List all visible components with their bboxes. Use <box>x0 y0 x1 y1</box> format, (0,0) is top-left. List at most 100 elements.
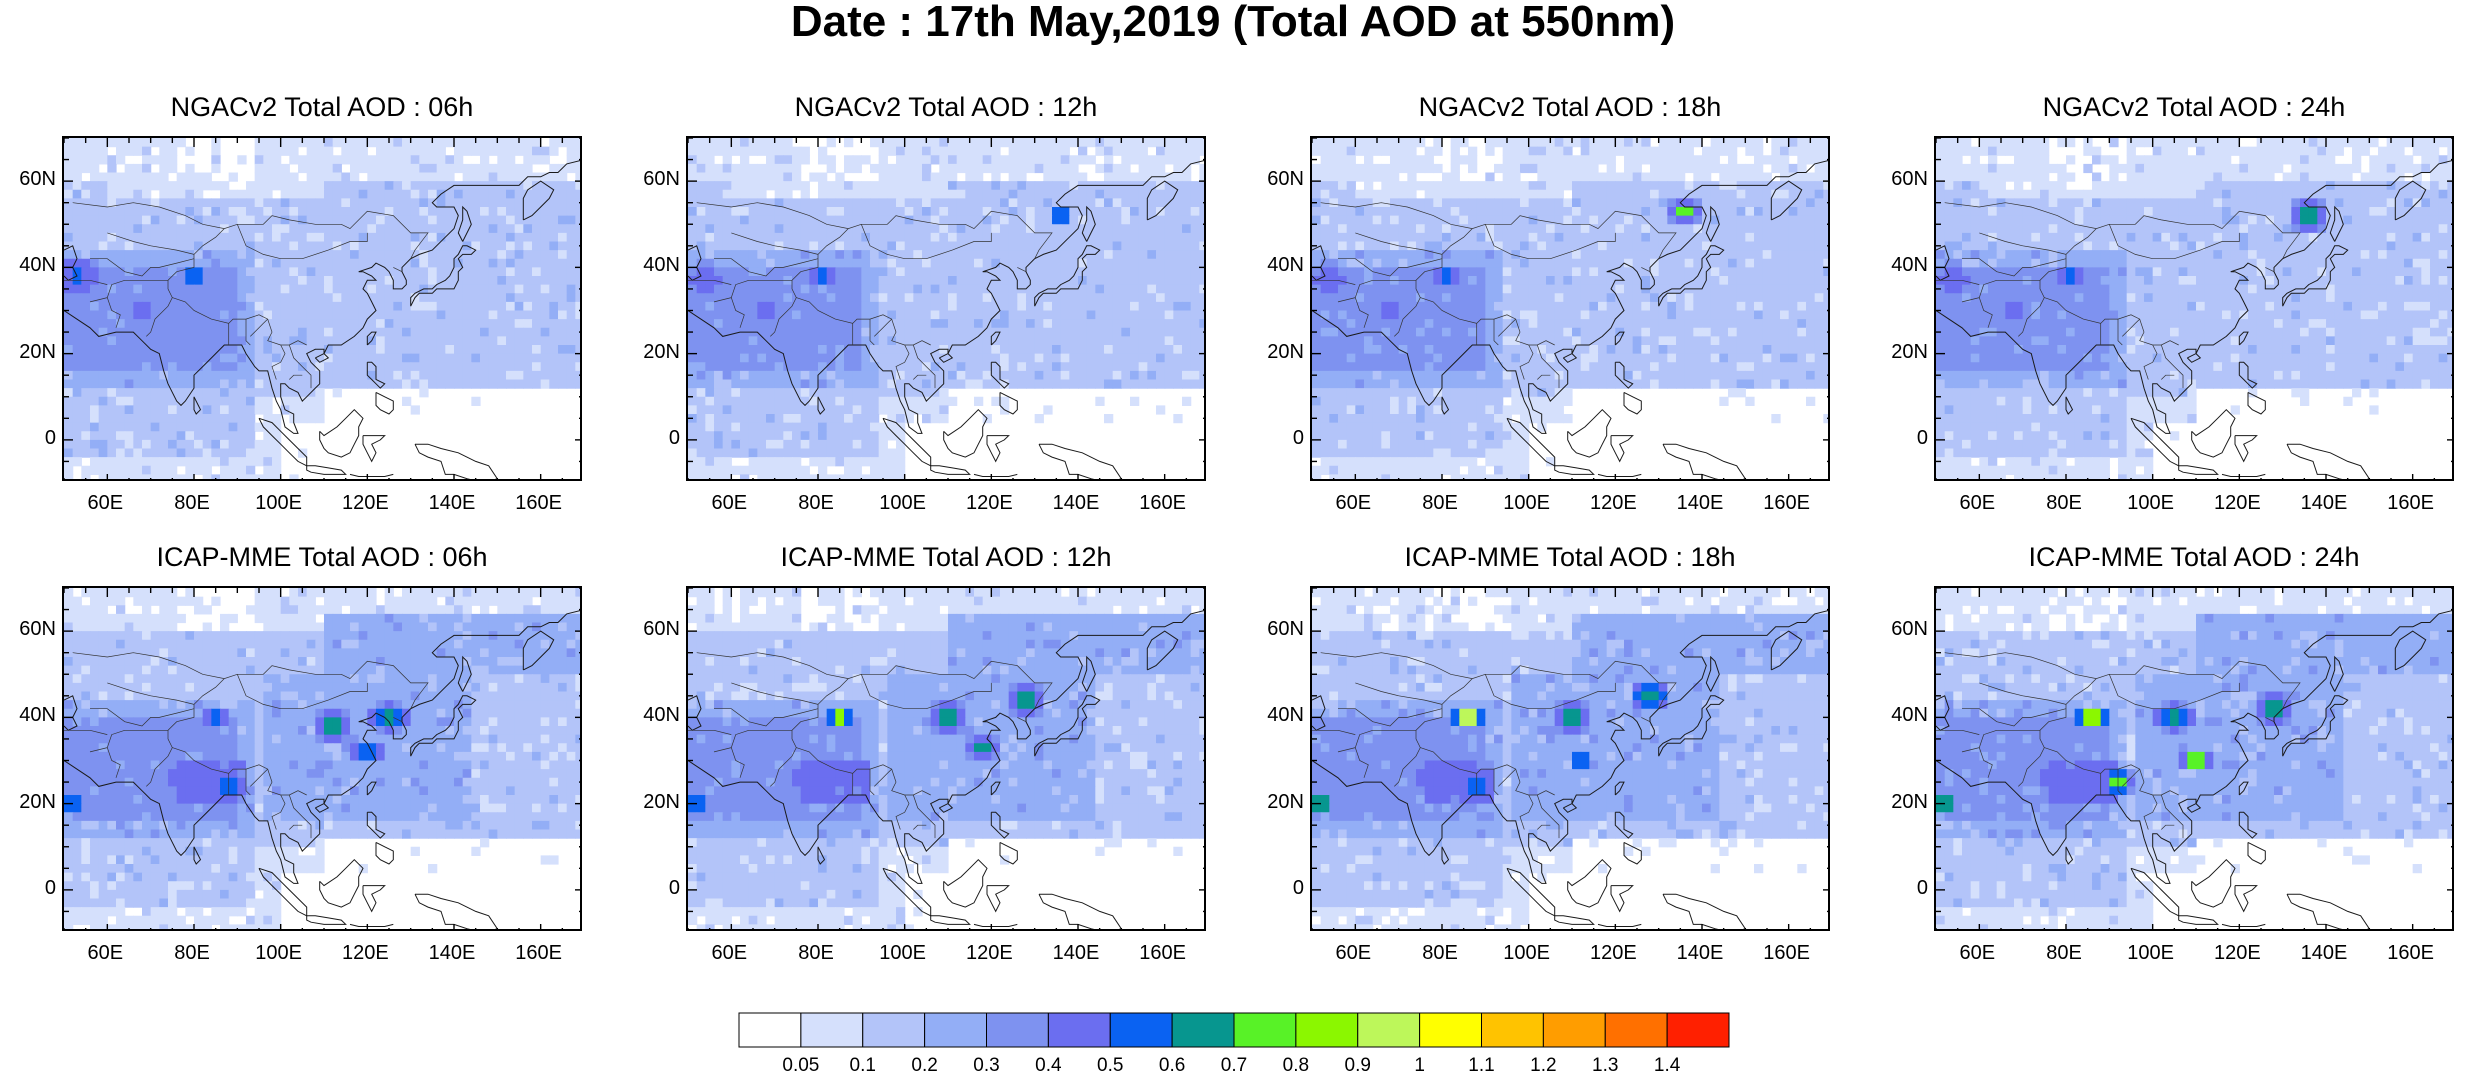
lat-tick-label: 60N <box>1868 169 1928 189</box>
aod-field <box>1936 138 2454 481</box>
panel-title: ICAP-MME Total AOD : 06h <box>62 542 582 572</box>
colorbar-label: 1.3 <box>1575 1056 1635 1076</box>
lon-tick-label: 140E <box>1660 943 1740 963</box>
colorbar-swatch <box>1234 1013 1296 1047</box>
colorbar-label: 0.5 <box>1080 1056 1140 1076</box>
lon-tick-label: 60E <box>65 943 145 963</box>
lat-tick-label: 20N <box>1244 792 1304 812</box>
lat-tick-label: 0 <box>1244 428 1304 448</box>
lat-tick-label: 0 <box>620 428 680 448</box>
colorbar-swatch <box>1543 1013 1605 1047</box>
lon-tick-label: 80E <box>152 493 232 513</box>
aod-field <box>64 588 582 931</box>
aod-field <box>1312 138 1830 481</box>
map-panel-icap-24h <box>1934 586 2454 931</box>
lon-tick-label: 100E <box>1487 943 1567 963</box>
lat-tick-label: 0 <box>0 878 56 898</box>
lon-tick-label: 160E <box>2371 943 2451 963</box>
colorbar-swatch <box>863 1013 925 1047</box>
map-panel-icap-12h <box>686 586 1206 931</box>
colorbar-label: 1.1 <box>1452 1056 1512 1076</box>
lat-tick-label: 20N <box>0 342 56 362</box>
colorbar-label: 0.8 <box>1266 1056 1326 1076</box>
lon-tick-label: 160E <box>1747 493 1827 513</box>
lon-tick-label: 60E <box>1937 943 2017 963</box>
lon-tick-label: 100E <box>863 493 943 513</box>
map-panel-ngac-12h <box>686 136 1206 481</box>
colorbar-swatch <box>1358 1013 1420 1047</box>
lat-tick-label: 40N <box>0 255 56 275</box>
lon-tick-label: 80E <box>2024 493 2104 513</box>
lon-tick-label: 140E <box>412 943 492 963</box>
colorbar-swatch <box>739 1013 801 1047</box>
lon-tick-label: 60E <box>1937 493 2017 513</box>
lat-tick-label: 40N <box>0 705 56 725</box>
lat-tick-label: 0 <box>1244 878 1304 898</box>
lat-tick-label: 20N <box>1868 792 1928 812</box>
aod-field <box>688 588 1206 931</box>
colorbar-label: 0.2 <box>895 1056 955 1076</box>
lat-tick-label: 40N <box>620 255 680 275</box>
colorbar-label: 0.9 <box>1328 1056 1388 1076</box>
lon-tick-label: 160E <box>499 493 579 513</box>
lon-tick-label: 140E <box>1036 943 1116 963</box>
lat-tick-label: 60N <box>1244 169 1304 189</box>
lat-tick-label: 40N <box>1868 255 1928 275</box>
lon-tick-label: 120E <box>325 493 405 513</box>
lon-tick-label: 60E <box>689 493 769 513</box>
lon-tick-label: 100E <box>239 943 319 963</box>
map-panel-icap-18h <box>1310 586 1830 931</box>
panel-title: ICAP-MME Total AOD : 12h <box>686 542 1206 572</box>
lat-tick-label: 20N <box>0 792 56 812</box>
lon-tick-label: 160E <box>1123 493 1203 513</box>
lon-tick-label: 120E <box>1573 493 1653 513</box>
lon-tick-label: 160E <box>2371 493 2451 513</box>
colorbar-label: 1.4 <box>1637 1056 1697 1076</box>
colorbar-swatch <box>1605 1013 1667 1047</box>
colorbar-label: 0.6 <box>1142 1056 1202 1076</box>
lon-tick-label: 120E <box>1573 943 1653 963</box>
lon-tick-label: 100E <box>2111 493 2191 513</box>
lon-tick-label: 100E <box>1487 493 1567 513</box>
lon-tick-label: 60E <box>1313 493 1393 513</box>
panel-title: NGACv2 Total AOD : 18h <box>1310 92 1830 122</box>
lat-tick-label: 40N <box>1244 255 1304 275</box>
lat-tick-label: 60N <box>1868 619 1928 639</box>
aod-field <box>64 138 582 481</box>
lon-tick-label: 60E <box>689 943 769 963</box>
lon-tick-label: 80E <box>1400 943 1480 963</box>
lon-tick-label: 160E <box>499 943 579 963</box>
lon-tick-label: 160E <box>1123 943 1203 963</box>
lat-tick-label: 40N <box>620 705 680 725</box>
map-panel-ngac-6h <box>62 136 582 481</box>
colorbar-swatch <box>1482 1013 1544 1047</box>
colorbar-swatch <box>1048 1013 1110 1047</box>
lon-tick-label: 80E <box>1400 493 1480 513</box>
lat-tick-label: 60N <box>620 619 680 639</box>
lon-tick-label: 140E <box>2284 943 2364 963</box>
lat-tick-label: 60N <box>1244 619 1304 639</box>
lon-tick-label: 80E <box>776 943 856 963</box>
lon-tick-label: 60E <box>65 493 145 513</box>
panel-title: NGACv2 Total AOD : 06h <box>62 92 582 122</box>
colorbar <box>738 1012 1730 1048</box>
lat-tick-label: 60N <box>620 169 680 189</box>
lon-tick-label: 140E <box>1036 493 1116 513</box>
lon-tick-label: 140E <box>1660 493 1740 513</box>
lon-tick-label: 80E <box>2024 943 2104 963</box>
lon-tick-label: 160E <box>1747 943 1827 963</box>
lon-tick-label: 100E <box>2111 943 2191 963</box>
lon-tick-label: 120E <box>325 943 405 963</box>
colorbar-label: 1 <box>1390 1056 1450 1076</box>
lat-tick-label: 20N <box>620 792 680 812</box>
lat-tick-label: 0 <box>1868 428 1928 448</box>
lon-tick-label: 60E <box>1313 943 1393 963</box>
lon-tick-label: 100E <box>863 943 943 963</box>
colorbar-label: 1.2 <box>1513 1056 1573 1076</box>
lat-tick-label: 0 <box>0 428 56 448</box>
colorbar-swatch <box>1296 1013 1358 1047</box>
lon-tick-label: 140E <box>2284 493 2364 513</box>
lat-tick-label: 40N <box>1868 705 1928 725</box>
aod-field <box>688 138 1206 481</box>
aod-field <box>1936 588 2454 931</box>
